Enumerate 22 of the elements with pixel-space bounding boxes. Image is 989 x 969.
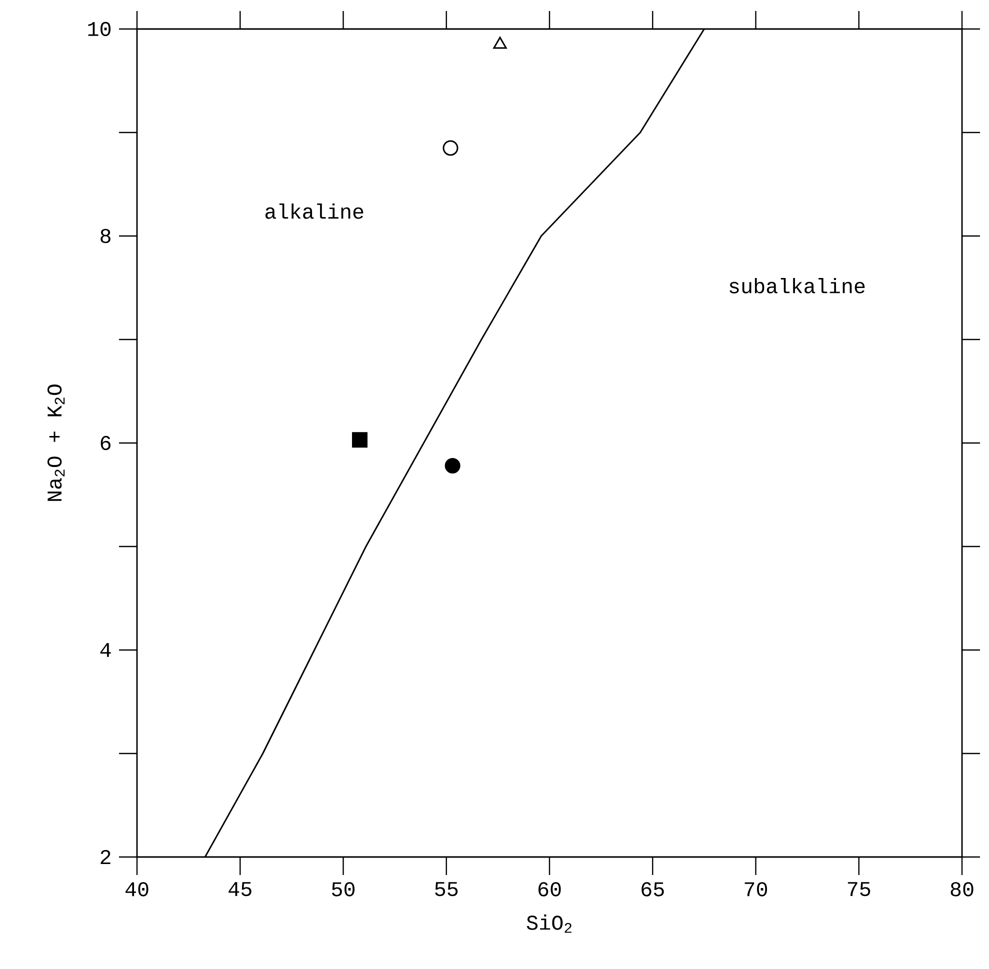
point: [442, 140, 458, 156]
x-axis-title: SiO$_{2}$: [526, 914, 572, 933]
x-tick-label: 60: [538, 882, 561, 896]
y-tick-label: 6: [100, 436, 110, 450]
point: [352, 432, 368, 448]
x-tick-label: 45: [228, 882, 252, 896]
y-tick-label: 2: [100, 850, 110, 864]
y-tick-label: 8: [100, 228, 110, 244]
x-tick-label: 40: [125, 882, 148, 896]
y-tick-label: 4: [100, 643, 111, 657]
point: [444, 458, 460, 474]
x-tick-label: 50: [332, 882, 355, 896]
x-tick-label: 75: [848, 882, 870, 896]
annotation: alkaline: [265, 203, 364, 219]
y-axis-title: Na$_{2}$O + K$_{2}$O: [47, 384, 65, 501]
y-tick-label: 10: [88, 22, 111, 36]
x-tick-label: 65: [642, 882, 664, 896]
x-tick-label: 80: [950, 882, 974, 896]
annotation: subalkaline: [730, 278, 865, 294]
x-tick-label: 70: [744, 882, 768, 896]
x-tick-label: 55: [435, 882, 458, 896]
point: [493, 36, 507, 49]
